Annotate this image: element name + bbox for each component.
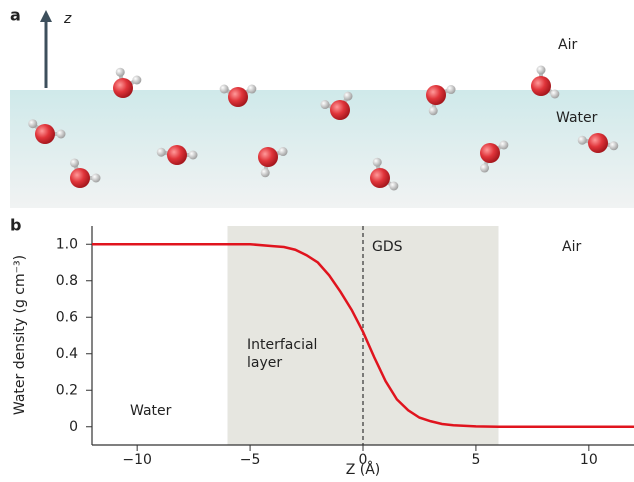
axis-label: z bbox=[63, 11, 72, 27]
hydrogen bbox=[373, 158, 382, 167]
x-tick-label: 5 bbox=[471, 452, 480, 468]
hydrogen bbox=[70, 158, 79, 167]
hydrogen bbox=[320, 100, 329, 109]
oxygen bbox=[426, 85, 446, 105]
region-label: Air bbox=[558, 37, 577, 53]
y-tick-label: 0.6 bbox=[56, 309, 78, 325]
hydrogen bbox=[28, 119, 37, 128]
figure: a z Air Water b 00.20.40.60.81.0−10−5051… bbox=[0, 0, 634, 478]
shaded-region bbox=[228, 226, 499, 445]
hydrogen bbox=[537, 66, 546, 75]
hydrogen bbox=[344, 92, 353, 101]
y-axis-label: Water density (g cm⁻³) bbox=[12, 255, 28, 415]
hydrogen bbox=[220, 85, 229, 94]
y-tick-label: 0.8 bbox=[56, 273, 78, 289]
hydrogen bbox=[429, 106, 438, 115]
hydrogen bbox=[578, 136, 587, 145]
hydrogen bbox=[550, 90, 559, 99]
hydrogen bbox=[116, 68, 125, 77]
x-tick-label: 10 bbox=[580, 452, 598, 468]
hydrogen bbox=[499, 141, 508, 150]
hydrogen bbox=[279, 147, 288, 156]
hydrogen bbox=[247, 85, 256, 94]
annotation: Interfacial bbox=[247, 337, 317, 353]
hydrogen bbox=[157, 148, 166, 157]
x-tick-label: −5 bbox=[240, 452, 261, 468]
oxygen bbox=[113, 78, 133, 98]
y-tick-label: 0 bbox=[69, 419, 78, 435]
oxygen bbox=[370, 168, 390, 188]
x-tick-label: −10 bbox=[122, 452, 152, 468]
oxygen bbox=[588, 133, 608, 153]
hydrogen bbox=[609, 141, 618, 150]
hydrogen bbox=[261, 168, 270, 177]
oxygen bbox=[258, 147, 278, 167]
oxygen bbox=[330, 100, 350, 120]
panel-label: b bbox=[10, 216, 21, 235]
annotation: layer bbox=[247, 355, 282, 371]
z-arrow-head bbox=[40, 10, 52, 22]
hydrogen bbox=[389, 182, 398, 191]
hydrogen bbox=[132, 76, 141, 85]
oxygen bbox=[531, 76, 551, 96]
y-tick-label: 0.2 bbox=[56, 382, 78, 398]
annotation: Air bbox=[562, 239, 581, 255]
oxygen bbox=[228, 87, 248, 107]
annotation: GDS bbox=[372, 239, 403, 255]
oxygen bbox=[167, 145, 187, 165]
y-tick-label: 1.0 bbox=[56, 236, 78, 252]
oxygen bbox=[480, 143, 500, 163]
panel-label: a bbox=[10, 6, 21, 25]
oxygen bbox=[70, 168, 90, 188]
region-label: Water bbox=[556, 110, 598, 126]
y-tick-label: 0.4 bbox=[56, 346, 78, 362]
hydrogen bbox=[189, 151, 198, 160]
hydrogen bbox=[57, 130, 66, 139]
hydrogen bbox=[480, 164, 489, 173]
hydrogen bbox=[447, 85, 456, 94]
oxygen bbox=[35, 124, 55, 144]
annotation: Water bbox=[130, 403, 172, 419]
x-axis-label: Z (Å) bbox=[346, 461, 381, 478]
hydrogen bbox=[92, 174, 101, 183]
